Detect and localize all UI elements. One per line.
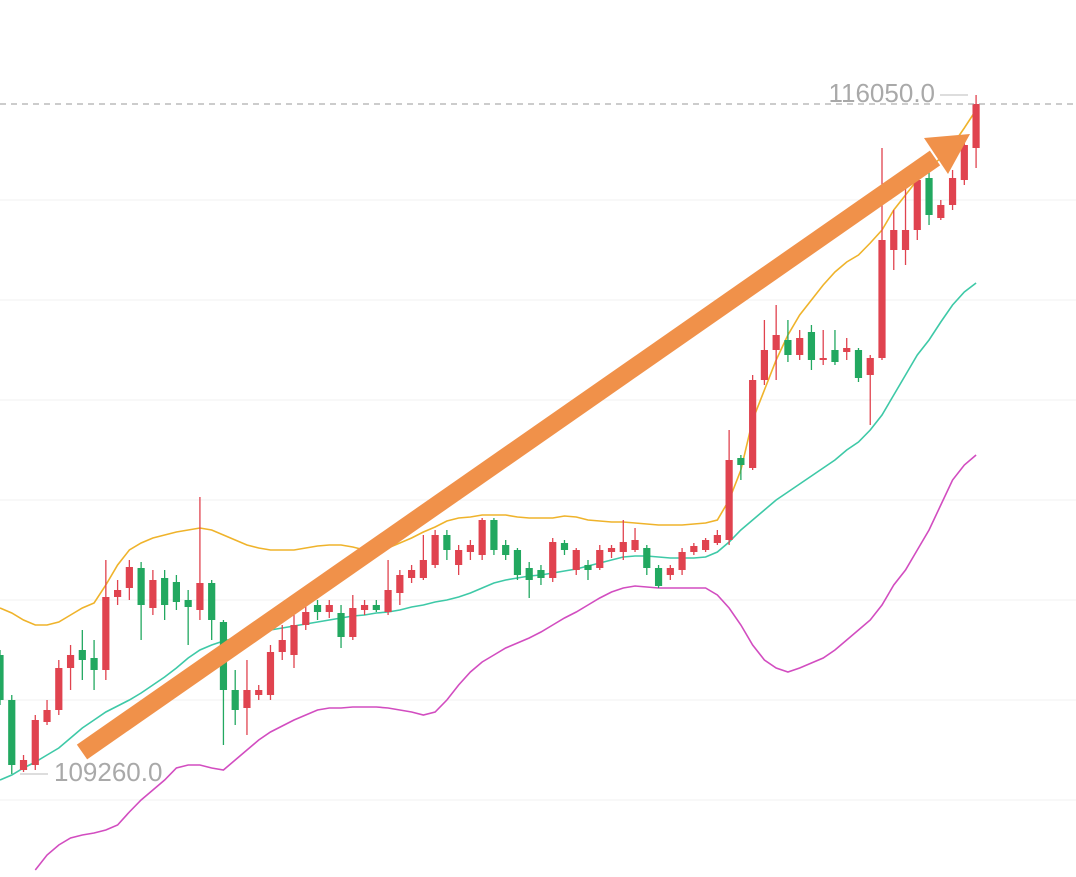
candle-body	[537, 570, 545, 578]
candle-body	[525, 568, 533, 580]
band-line	[34, 454, 977, 871]
candle-body	[749, 380, 757, 468]
candle-body	[513, 550, 522, 575]
candle-body	[725, 460, 733, 540]
candle-body	[31, 720, 39, 765]
candle-body	[878, 240, 886, 358]
candle-body	[843, 348, 851, 352]
candle-body	[854, 350, 863, 378]
candle-body	[678, 552, 686, 570]
candle-body	[172, 582, 180, 602]
candle-body	[972, 104, 980, 148]
candle-body	[937, 205, 945, 218]
trend-arrow	[76, 134, 970, 760]
candle-body	[584, 565, 592, 570]
candle-body	[796, 338, 804, 355]
candle-body	[43, 710, 51, 722]
candle-body	[890, 230, 898, 250]
candle-body	[114, 590, 122, 597]
candle-body	[372, 605, 380, 610]
candle-body	[831, 350, 839, 362]
candle-body	[666, 568, 674, 575]
band-line	[0, 282, 977, 781]
candle-body	[408, 570, 416, 578]
candle-body	[8, 700, 16, 765]
candle-body	[549, 542, 557, 578]
candle-body	[713, 535, 721, 543]
candle-body	[443, 535, 451, 550]
candle-body	[184, 600, 192, 607]
candle-body	[243, 690, 251, 708]
candle-body	[807, 332, 816, 360]
candle-body	[325, 605, 333, 612]
candle-body	[302, 612, 310, 625]
candle-body	[384, 590, 392, 612]
candle-body	[125, 567, 133, 588]
candle-body	[290, 625, 298, 655]
high-label: 116050.0	[828, 78, 935, 108]
candle-body	[913, 180, 921, 230]
candle-body	[149, 580, 157, 608]
candle-body	[0, 655, 4, 700]
candle-body	[560, 543, 569, 550]
candle-body	[266, 652, 275, 695]
candle-body	[654, 568, 663, 586]
candle-body	[431, 535, 439, 565]
candle-body	[208, 583, 216, 620]
candle-body	[631, 540, 639, 550]
band-line	[0, 109, 977, 626]
candle-body	[360, 605, 369, 610]
candle-body	[925, 178, 933, 215]
candle-body	[278, 640, 286, 652]
candle-body	[396, 575, 404, 593]
candle-body	[490, 520, 498, 550]
candle-body	[866, 358, 874, 375]
candle-body	[102, 597, 110, 670]
candle-body	[19, 760, 28, 770]
candle-body	[607, 548, 616, 552]
candle-body	[137, 568, 145, 605]
candle-body	[502, 545, 510, 555]
candle-body	[572, 550, 580, 570]
candle-body	[466, 545, 474, 552]
candle-body	[349, 608, 357, 637]
candle-body	[619, 542, 627, 552]
candle-body	[960, 145, 968, 180]
candle-body	[772, 335, 780, 350]
candle-body	[231, 690, 239, 710]
low-label: 109260.0	[54, 757, 162, 787]
candle-body	[901, 230, 910, 250]
candle-body	[337, 613, 345, 637]
candle-body	[196, 583, 204, 610]
candle-body	[255, 690, 263, 695]
candle-body	[455, 550, 463, 565]
candle-body	[313, 605, 322, 612]
candle-body	[737, 458, 745, 465]
candle-body	[78, 650, 86, 660]
candle-body	[161, 578, 169, 605]
candle-body	[690, 546, 698, 552]
candle-body	[784, 340, 792, 355]
candle-body	[478, 520, 486, 555]
candle-body	[90, 658, 98, 670]
candle-body	[760, 350, 768, 380]
candle-body	[419, 560, 427, 578]
candle-body	[702, 540, 710, 550]
candle-body	[948, 178, 957, 205]
candle-body	[596, 550, 604, 568]
candle-body	[66, 655, 75, 668]
candle-body	[819, 358, 827, 360]
candle-body	[55, 668, 63, 710]
candle-body	[643, 548, 651, 568]
